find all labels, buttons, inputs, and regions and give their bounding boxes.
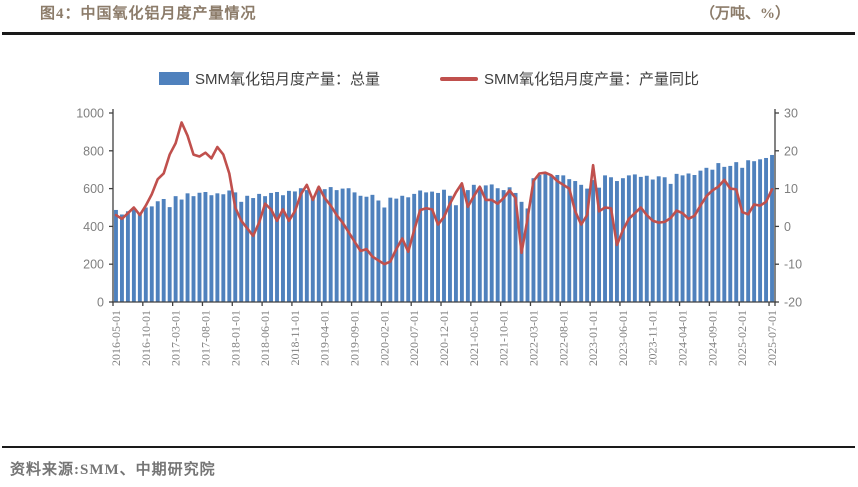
line-swatch-icon <box>440 76 478 81</box>
svg-text:2022-03-01: 2022-03-01 <box>527 310 541 366</box>
svg-text:0: 0 <box>784 220 791 234</box>
svg-text:2021-05-01: 2021-05-01 <box>467 310 481 366</box>
legend-item-yoy: SMM氧化铝月度产量：产量同比 <box>440 68 699 89</box>
svg-text:2016-10-01: 2016-10-01 <box>139 310 153 366</box>
svg-text:2018-06-01: 2018-06-01 <box>258 310 272 366</box>
svg-text:2017-08-01: 2017-08-01 <box>198 310 212 366</box>
svg-text:2025-07-01: 2025-07-01 <box>765 310 779 366</box>
legend-item-total: SMM氧化铝月度产量：总量 <box>159 68 380 89</box>
svg-text:2019-09-01: 2019-09-01 <box>348 310 362 366</box>
unit-label: （万吨、%） <box>699 6 790 22</box>
svg-text:2018-11-01: 2018-11-01 <box>288 310 302 366</box>
svg-text:2019-04-01: 2019-04-01 <box>318 310 332 366</box>
bars-series <box>114 154 774 303</box>
svg-text:2024-09-01: 2024-09-01 <box>705 310 719 366</box>
axis-labels: 0 200 400 600 800 1000 30 20 10 0 -10 -20 <box>76 107 802 310</box>
svg-text:2025-02-01: 2025-02-01 <box>735 310 749 366</box>
svg-text:2023-11-01: 2023-11-01 <box>646 310 660 366</box>
svg-text:2023-01-01: 2023-01-01 <box>586 310 600 366</box>
svg-text:2023-06-01: 2023-06-01 <box>616 310 630 366</box>
svg-text:0: 0 <box>97 296 104 310</box>
svg-text:2020-07-01: 2020-07-01 <box>407 310 421 366</box>
svg-text:30: 30 <box>784 107 798 121</box>
svg-text:2020-02-01: 2020-02-01 <box>377 310 391 366</box>
figure-title: 图4：中国氧化铝月度产量情况 <box>40 6 257 22</box>
svg-text:800: 800 <box>83 144 104 158</box>
chart-legend: SMM氧化铝月度产量：总量 SMM氧化铝月度产量：产量同比 <box>0 68 858 89</box>
yoy-line <box>114 121 774 266</box>
axes <box>109 109 779 306</box>
bottom-divider <box>2 446 855 448</box>
svg-text:2024-04-01: 2024-04-01 <box>676 310 690 366</box>
svg-text:2021-10-01: 2021-10-01 <box>497 310 511 366</box>
svg-text:2022-08-01: 2022-08-01 <box>556 310 570 366</box>
legend-label-yoy: SMM氧化铝月度产量：产量同比 <box>484 71 699 88</box>
svg-text:2018-01-01: 2018-01-01 <box>228 310 242 366</box>
x-axis-labels: 2016-05-01 2016-10-01 2017-03-01 2017-08-01… <box>109 310 779 366</box>
top-divider <box>2 32 855 35</box>
svg-text:2017-03-01: 2017-03-01 <box>169 310 183 366</box>
svg-text:10: 10 <box>784 182 798 196</box>
svg-text:200: 200 <box>83 258 104 272</box>
source-note: 资料来源:SMM、中期研究院 <box>10 462 216 478</box>
svg-text:-10: -10 <box>784 258 802 272</box>
legend-label-total: SMM氧化铝月度产量：总量 <box>195 71 380 88</box>
svg-text:2020-12-01: 2020-12-01 <box>437 310 451 366</box>
bar-swatch-icon <box>159 72 189 85</box>
svg-text:600: 600 <box>83 182 104 196</box>
svg-text:1000: 1000 <box>76 107 104 121</box>
svg-text:20: 20 <box>784 144 798 158</box>
svg-text:2016-05-01: 2016-05-01 <box>109 310 123 366</box>
chart-canvas: 0 200 400 600 800 1000 30 20 10 0 -10 -20 2016-05-01… <box>76 107 802 367</box>
svg-text:400: 400 <box>83 220 104 234</box>
chart-header: 图4：中国氧化铝月度产量情况 （万吨、%） <box>0 0 858 24</box>
production-chart: 0 200 400 600 800 1000 30 20 10 0 -10 -20 2016-05-01… <box>0 100 858 410</box>
svg-text:-20: -20 <box>784 296 802 310</box>
